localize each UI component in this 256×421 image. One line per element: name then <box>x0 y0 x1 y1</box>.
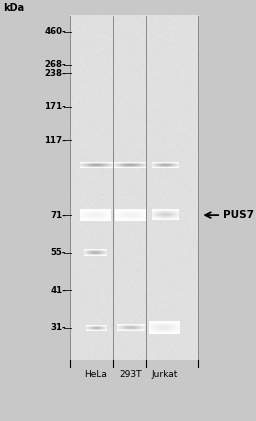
Text: 293T: 293T <box>119 370 142 379</box>
Text: 55-: 55- <box>51 248 66 257</box>
Text: kDa: kDa <box>3 3 24 13</box>
Text: 268-: 268- <box>45 61 66 69</box>
Text: 171-: 171- <box>44 102 66 111</box>
Text: 117-: 117- <box>44 136 66 144</box>
Text: HeLa: HeLa <box>84 370 108 379</box>
Text: 460-: 460- <box>45 27 66 36</box>
Text: 31-: 31- <box>50 323 66 332</box>
Text: 71-: 71- <box>50 210 66 220</box>
Text: 238-: 238- <box>45 69 66 78</box>
Text: 41-: 41- <box>50 286 66 295</box>
Text: PUS7: PUS7 <box>223 210 254 220</box>
Text: Jurkat: Jurkat <box>152 370 178 379</box>
